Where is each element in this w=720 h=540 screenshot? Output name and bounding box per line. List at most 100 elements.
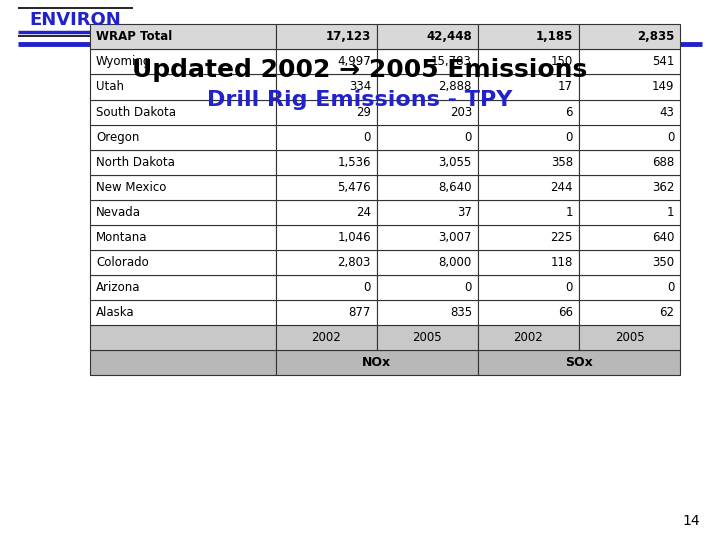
Text: 640: 640 — [652, 231, 675, 244]
Text: South Dakota: South Dakota — [96, 105, 176, 119]
Bar — [276, 75, 377, 99]
Bar — [579, 125, 680, 150]
Text: 0: 0 — [464, 131, 472, 144]
Text: 835: 835 — [450, 306, 472, 319]
Bar — [478, 125, 579, 150]
Text: 118: 118 — [551, 256, 573, 269]
Text: 149: 149 — [652, 80, 675, 93]
Text: 362: 362 — [652, 181, 675, 194]
Text: 2002: 2002 — [312, 331, 341, 344]
Text: Oregon: Oregon — [96, 131, 140, 144]
Text: 8,640: 8,640 — [438, 181, 472, 194]
Text: 2005: 2005 — [615, 331, 644, 344]
Bar — [276, 350, 478, 375]
Bar — [377, 49, 478, 75]
Text: 6: 6 — [565, 105, 573, 119]
Text: 1: 1 — [565, 206, 573, 219]
Bar — [478, 49, 579, 75]
Text: 37: 37 — [457, 206, 472, 219]
Text: 29: 29 — [356, 105, 371, 119]
Bar — [579, 200, 680, 225]
Text: 1,046: 1,046 — [337, 231, 371, 244]
Bar — [90, 250, 276, 275]
Text: NOx: NOx — [362, 356, 392, 369]
Text: 1,185: 1,185 — [536, 30, 573, 43]
Text: 0: 0 — [364, 281, 371, 294]
Text: WRAP Total: WRAP Total — [96, 30, 172, 43]
Text: 225: 225 — [551, 231, 573, 244]
Bar — [276, 300, 377, 325]
Text: Alaska: Alaska — [96, 306, 135, 319]
Text: Drill Rig Emissions - TPY: Drill Rig Emissions - TPY — [207, 90, 513, 110]
Bar — [377, 75, 478, 99]
Bar — [377, 325, 478, 350]
Text: 0: 0 — [565, 281, 573, 294]
Text: 1,536: 1,536 — [338, 156, 371, 168]
Text: 8,000: 8,000 — [438, 256, 472, 269]
Bar — [90, 150, 276, 175]
Text: 2002: 2002 — [513, 331, 544, 344]
Text: ENVIRON: ENVIRON — [30, 11, 122, 29]
Text: 150: 150 — [551, 56, 573, 69]
Text: 24: 24 — [356, 206, 371, 219]
Bar — [579, 49, 680, 75]
Bar — [478, 200, 579, 225]
Bar — [478, 99, 579, 125]
Bar — [579, 225, 680, 250]
Bar — [276, 175, 377, 200]
Text: 5,476: 5,476 — [337, 181, 371, 194]
Bar — [276, 49, 377, 75]
Bar — [377, 99, 478, 125]
Text: 3,007: 3,007 — [438, 231, 472, 244]
Bar — [478, 75, 579, 99]
Text: Utah: Utah — [96, 80, 124, 93]
Bar — [90, 24, 276, 49]
Bar — [579, 175, 680, 200]
Text: 15,783: 15,783 — [431, 56, 472, 69]
Bar — [276, 125, 377, 150]
Bar — [90, 75, 276, 99]
Bar — [276, 250, 377, 275]
Bar — [276, 200, 377, 225]
Bar — [90, 325, 276, 350]
Bar — [478, 325, 579, 350]
Bar — [377, 275, 478, 300]
Bar — [377, 150, 478, 175]
Bar — [377, 125, 478, 150]
Bar — [377, 250, 478, 275]
Text: 66: 66 — [558, 306, 573, 319]
Bar — [90, 350, 276, 375]
Bar — [579, 24, 680, 49]
Bar — [579, 75, 680, 99]
Bar — [478, 24, 579, 49]
Bar — [478, 225, 579, 250]
Bar — [579, 150, 680, 175]
Bar — [377, 200, 478, 225]
Text: 2,888: 2,888 — [438, 80, 472, 93]
Bar — [90, 225, 276, 250]
Bar — [90, 125, 276, 150]
Bar — [377, 175, 478, 200]
Text: 688: 688 — [652, 156, 675, 168]
Bar — [276, 325, 377, 350]
Bar — [90, 175, 276, 200]
Bar — [90, 99, 276, 125]
Bar — [478, 175, 579, 200]
Text: 877: 877 — [348, 306, 371, 319]
Text: 17,123: 17,123 — [325, 30, 371, 43]
Text: Updated 2002 → 2005 Emissions: Updated 2002 → 2005 Emissions — [132, 58, 588, 82]
Text: Arizona: Arizona — [96, 281, 140, 294]
Bar — [478, 300, 579, 325]
Bar — [276, 150, 377, 175]
Text: 541: 541 — [652, 56, 675, 69]
Text: 62: 62 — [660, 306, 675, 319]
Text: 244: 244 — [550, 181, 573, 194]
Bar — [377, 300, 478, 325]
Text: Wyoming: Wyoming — [96, 56, 151, 69]
Text: 43: 43 — [660, 105, 675, 119]
Text: 14: 14 — [683, 514, 700, 528]
Bar — [478, 350, 680, 375]
Bar — [579, 300, 680, 325]
Text: 334: 334 — [348, 80, 371, 93]
Bar — [478, 250, 579, 275]
